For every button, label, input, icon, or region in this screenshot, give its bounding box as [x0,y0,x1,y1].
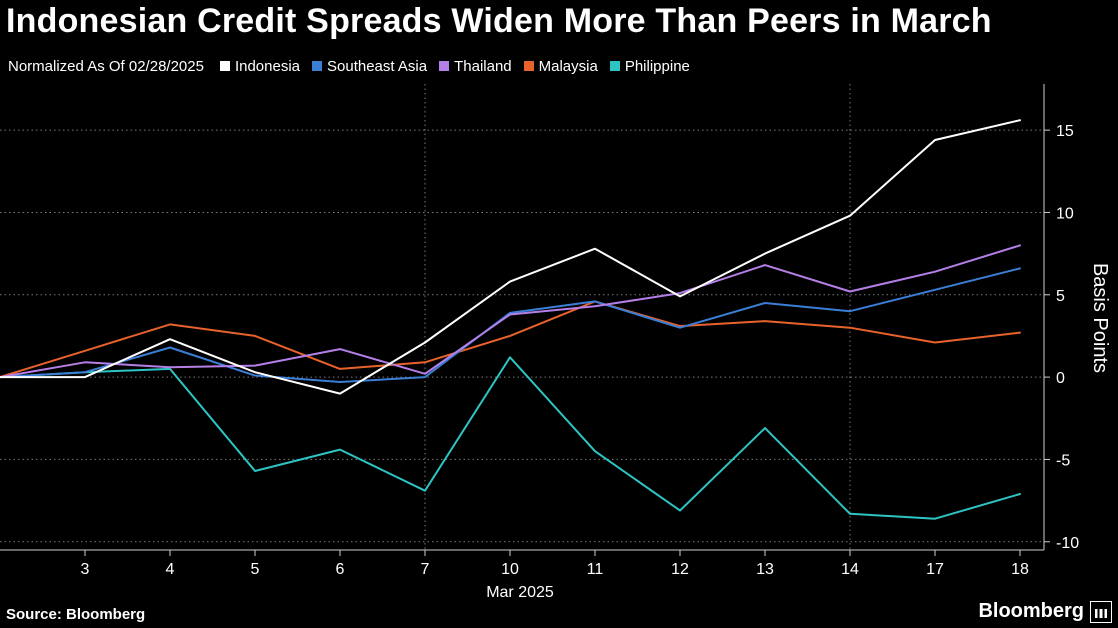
bloomberg-terminal-icon [1090,600,1112,623]
legend-swatch-philippine [609,61,620,71]
legend-label-indonesia: Indonesia [234,57,301,75]
y-tick-label: 5 [1056,288,1065,305]
x-tick-label: 5 [251,561,260,578]
legend-item-indonesia: Indonesia [219,57,301,75]
x-tick-label: 13 [756,561,774,578]
legend-item-malaysia: Malaysia [523,57,598,75]
legend-label-thailand: Thailand [454,57,512,75]
legend-item-philippine: Philippine [609,57,690,75]
x-tick-label: 6 [336,561,345,578]
legend-swatch-malaysia [523,61,534,71]
x-tick-label: 11 [587,561,604,578]
y-tick-label: -5 [1056,452,1070,469]
legend-swatch-thailand [439,61,450,71]
series-line-thailand [0,244,1021,379]
x-tick-label: 14 [841,561,859,578]
y-tick-label: 0 [1056,370,1065,387]
chart-legend: Normalized As Of 02/28/2025 Indonesia So… [8,56,702,76]
x-axis-label: Mar 2025 [486,584,554,601]
series-line-malaysia [0,300,1021,379]
x-tick-label: 7 [421,561,430,578]
x-tick-label: 10 [501,561,519,578]
x-tick-label: 18 [1011,561,1029,578]
legend-item-southeast-asia: Southeast Asia [312,58,427,75]
series-line-philippine [0,356,1021,520]
x-tick-label: 17 [926,561,944,578]
x-tick-label: 4 [166,561,175,578]
legend-label-southeast-asia: Southeast Asia [327,57,428,75]
y-tick-label: 10 [1056,205,1074,222]
bloomberg-logo: Bloomberg [978,600,1112,623]
x-tick-label: 12 [671,561,689,578]
chart-title: Indonesian Credit Spreads Widen More Tha… [6,2,992,40]
y-axis-label: Basis Points [1089,263,1111,373]
series-line-indonesia [0,119,1021,395]
source-note: Source: Bloomberg [6,606,146,623]
legend-label-malaysia: Malaysia [538,57,598,75]
brand-name: Bloomberg [978,600,1084,622]
legend-label-philippine: Philippine [624,57,690,75]
y-tick-label: 15 [1056,123,1074,140]
legend-swatch-indonesia [219,61,230,71]
y-tick-label: -10 [1056,535,1079,552]
x-tick-label: 3 [81,561,90,578]
legend-swatch-southeast-asia [312,61,323,71]
normalization-note: Normalized As Of 02/28/2025 [8,57,204,75]
series-line-southeast-asia [0,267,1021,383]
legend-item-thailand: Thailand [439,58,512,75]
